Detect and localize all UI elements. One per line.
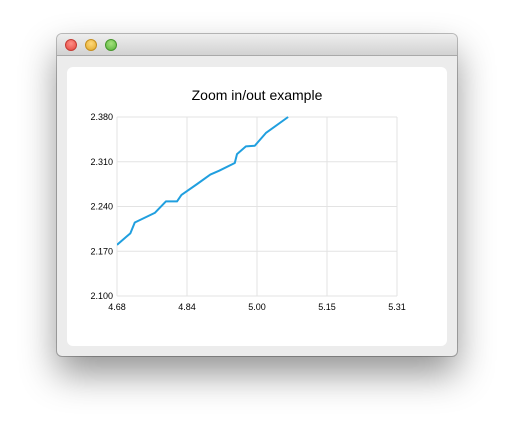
maximize-button[interactable]: [105, 39, 117, 51]
y-tick-label: 2.240: [90, 202, 113, 212]
app-window: Zoom in/out example 4.68 4.84 5.00 5.15 5.31…: [57, 34, 457, 356]
series-line: [117, 116, 289, 246]
x-tick-label: 4.68: [108, 302, 126, 312]
y-tick-label: 2.380: [90, 112, 113, 122]
title-bar: [57, 34, 457, 56]
chart-view[interactable]: Zoom in/out example 4.68 4.84 5.00 5.15 5.31…: [67, 67, 447, 346]
chart-plot[interactable]: 4.68 4.84 5.00 5.15 5.31 2.380 2.310 2.240 2.170…: [67, 67, 447, 346]
y-tick-label: 2.170: [90, 246, 113, 256]
x-tick-label: 4.84: [178, 302, 196, 312]
y-tick-label: 2.310: [90, 157, 113, 167]
y-tick-label: 2.100: [90, 291, 113, 301]
minimize-button[interactable]: [85, 39, 97, 51]
x-tick-label: 5.15: [318, 302, 336, 312]
chart-title: Zoom in/out example: [191, 87, 323, 103]
close-button[interactable]: [65, 39, 77, 51]
x-tick-label: 5.00: [248, 302, 266, 312]
x-tick-label: 5.31: [388, 302, 406, 312]
